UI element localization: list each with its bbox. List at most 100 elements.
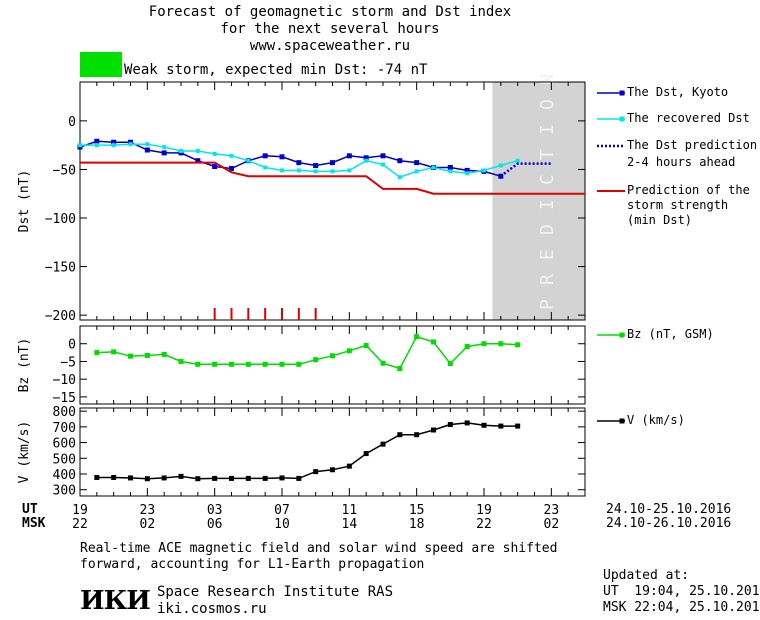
storm-strength-line — [80, 161, 585, 195]
y-tick-label: 300 — [53, 484, 76, 499]
dst-series-0-point — [397, 158, 403, 164]
ut-tick-label: 07 — [274, 503, 290, 518]
y-tick-label: 800 — [53, 405, 76, 420]
bz-series-point — [296, 361, 302, 367]
dst-series-1-point — [94, 143, 99, 148]
dst-series-0-point — [447, 164, 453, 170]
legend-dst-kyoto: The Dst, Kyoto — [627, 85, 729, 99]
v-series-point — [313, 469, 319, 475]
prediction-letter: R — [537, 274, 558, 285]
legend-strength-3: (min Dst) — [627, 213, 693, 227]
y-tick-label: −200 — [45, 309, 76, 324]
msk-tick-label: 10 — [274, 517, 290, 532]
y-tick-label: −150 — [45, 261, 76, 276]
institute-name: Space Research Institute RAS — [157, 584, 394, 600]
bz-series-point — [498, 341, 504, 347]
institute-site: iki.cosmos.ru — [157, 601, 267, 617]
v-series-point — [397, 432, 403, 438]
v-series-point — [481, 422, 487, 428]
dst-series-1-point — [448, 169, 453, 174]
y-axis-label: V (km/s) — [17, 421, 32, 484]
updated-msk: MSK 22:04, 25.10.2016 — [603, 600, 760, 615]
dst-series-0-point — [380, 153, 386, 159]
bz-series-point — [279, 361, 285, 367]
v-series-point — [229, 475, 234, 481]
ut-tick-label: 19 — [72, 503, 88, 518]
v-series-point — [111, 474, 117, 480]
bz-series-point — [195, 361, 201, 367]
legend-symbol-v-mark — [619, 418, 625, 424]
prediction-letter: P — [537, 299, 558, 310]
v-series-point — [245, 475, 251, 481]
legend-strength-2: storm strength — [627, 198, 729, 212]
v-series-point — [128, 475, 133, 481]
v-series-point — [262, 475, 268, 481]
bz-series-point — [397, 366, 403, 372]
footnote-line1: Real-time ACE magnetic field and solar w… — [80, 541, 558, 556]
y-tick-label: 500 — [53, 452, 76, 467]
y-axis-label: Dst (nT) — [17, 170, 32, 233]
legend-dst-prediction-1: The Dst prediction — [627, 138, 758, 152]
y-tick-label: −15 — [53, 391, 76, 406]
ut-tick-label: 23 — [544, 503, 560, 518]
v-series-point — [296, 475, 302, 481]
dst-series-1-point — [330, 169, 335, 174]
prediction-letter: C — [537, 174, 558, 185]
dst-series-1-point — [397, 175, 402, 180]
bz-series-point — [515, 342, 521, 348]
dst-series-0-point — [296, 160, 302, 166]
dst-series-0-point — [212, 164, 218, 170]
dst-series-1-point — [515, 158, 520, 163]
dst-series-0-point — [262, 153, 268, 159]
prediction-letter: E — [537, 249, 558, 260]
ut-tick-label: 11 — [342, 503, 358, 518]
v-series-point — [161, 475, 167, 481]
bz-series-point — [94, 350, 100, 356]
prediction-letter: T — [537, 149, 558, 160]
v-series-point — [346, 463, 352, 469]
msk-tick-label: 22 — [476, 517, 492, 532]
prediction-letter: D — [537, 224, 558, 235]
bz-series-point — [178, 358, 184, 364]
dst-series-0-line — [79, 140, 502, 177]
legend-symbol-recovered-dst-mark — [619, 116, 625, 122]
iki-logo: ИКИ — [80, 586, 151, 616]
msk-tick-label: 06 — [207, 517, 223, 532]
chart-title-line2: for the next several hours — [220, 21, 440, 37]
y-axis-label: Bz (nT) — [17, 338, 32, 393]
bz-series-point — [262, 361, 268, 367]
bz-series-point — [245, 361, 251, 367]
bz-series-point — [447, 361, 453, 367]
v-series-point — [363, 451, 369, 457]
updated-ut: UT 19:04, 25.10.2016 — [603, 584, 760, 599]
bz-series-point — [111, 349, 117, 355]
v-series-point — [330, 467, 335, 473]
y-tick-label: 0 — [68, 338, 76, 353]
dst-series-0-point — [94, 138, 100, 144]
y-tick-label: 400 — [53, 468, 76, 483]
dst-series-1-point — [381, 162, 385, 167]
site-url: www.spaceweather.ru — [249, 38, 411, 54]
dst-series-0-point — [229, 165, 234, 171]
dst-series-0-point — [346, 153, 352, 159]
legend-recovered-dst: The recovered Dst — [627, 111, 750, 125]
ut-tick-label: 03 — [207, 503, 223, 518]
y-tick-label: 0 — [68, 115, 76, 130]
y-tick-label: 700 — [53, 421, 76, 436]
dst-series-0-point — [363, 155, 369, 161]
ut-tick-label: 15 — [409, 503, 425, 518]
v-series-point — [279, 475, 285, 481]
ut-tick-label: 23 — [140, 503, 156, 518]
dst-series-0-point — [279, 154, 285, 160]
dst-series-1-point — [246, 158, 251, 163]
v-series-point — [212, 475, 218, 481]
v-series-point — [414, 432, 420, 438]
dst-series-1-point — [179, 148, 183, 153]
bz-series-point — [481, 341, 487, 347]
bz-series-point — [380, 360, 386, 366]
dst-series-1-point — [128, 142, 133, 147]
dst-series-0-point — [464, 167, 470, 173]
dst-series-0-point — [414, 160, 420, 166]
legend-dst-prediction-2: 2-4 hours ahead — [627, 155, 736, 169]
panel-frame — [79, 325, 586, 405]
